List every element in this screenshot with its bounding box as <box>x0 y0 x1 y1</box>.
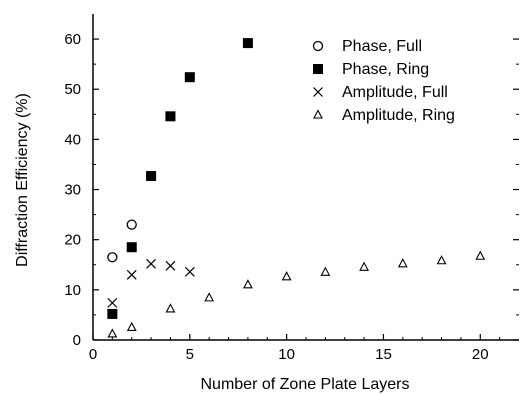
point-phase-full <box>126 219 137 230</box>
point-amplitude-ring <box>165 303 176 313</box>
y-tick-label: 0 <box>73 332 81 349</box>
y-tick-label: 30 <box>64 182 81 199</box>
point-amplitude-ring <box>359 261 370 271</box>
point-amplitude-ring <box>436 255 447 265</box>
y-axis-label: Diffraction Efficiency (%) <box>14 93 31 267</box>
legend-marker-phase-full <box>312 40 324 52</box>
point-phase-full <box>107 252 118 263</box>
x-tick-label: 10 <box>278 346 295 363</box>
x-marker-stroke <box>126 269 137 280</box>
y-tick-label: 60 <box>64 31 81 48</box>
y-tick-label: 10 <box>64 282 81 299</box>
x-marker-stroke <box>165 260 176 271</box>
legend-label-phase-ring: Phase, Ring <box>342 61 429 78</box>
point-phase-ring <box>126 242 137 253</box>
point-amplitude-ring <box>126 321 137 332</box>
point-phase-ring <box>242 38 253 49</box>
x-tick-label: 5 <box>186 346 194 363</box>
plot-axes <box>92 14 519 341</box>
x-tick-label: 0 <box>89 346 97 363</box>
legend: Phase, Full Phase, Ring Amplitude, Full Amp… <box>312 38 455 124</box>
point-amplitude-ring <box>281 271 292 281</box>
x-axis-label: Number of Zone Plate Layers <box>201 376 410 393</box>
legend-label-amplitude-full: Amplitude, Full <box>342 84 448 101</box>
x-marker-stroke <box>146 258 157 269</box>
point-amplitude-ring <box>242 279 253 289</box>
point-amplitude-ring <box>397 258 408 268</box>
y-tick-label: 40 <box>64 131 81 148</box>
y-tick-label: 50 <box>64 81 81 98</box>
point-amplitude-full <box>107 297 118 308</box>
legend-label-phase-full: Phase, Full <box>342 38 422 55</box>
x-tick-label: 20 <box>472 346 489 363</box>
legend-marker-amplitude-ring <box>313 109 323 119</box>
point-amplitude-ring <box>204 292 215 302</box>
legend-label-amplitude-ring: Amplitude, Ring <box>342 107 455 124</box>
legend-marker-amplitude-full <box>313 87 323 97</box>
x-marker-stroke <box>184 266 195 277</box>
point-amplitude-full <box>184 266 195 277</box>
x-marker-stroke <box>313 87 323 97</box>
axis-ticks: 0 5 10 15 20 0 10 20 30 40 50 60 <box>64 31 519 363</box>
y-tick-label: 20 <box>64 232 81 249</box>
point-amplitude-full <box>165 260 176 271</box>
point-amplitude-full <box>126 269 137 280</box>
point-phase-ring <box>165 111 176 122</box>
legend-marker-phase-ring <box>313 64 323 74</box>
point-amplitude-ring <box>320 266 331 276</box>
point-phase-ring <box>184 72 195 83</box>
point-phase-ring <box>107 308 118 319</box>
data-marks <box>107 38 486 338</box>
x-tick-label: 15 <box>375 346 392 363</box>
point-phase-ring <box>146 170 157 181</box>
point-amplitude-ring <box>475 250 486 260</box>
point-amplitude-ring <box>107 328 118 338</box>
point-amplitude-full <box>146 258 157 269</box>
x-marker-stroke <box>107 297 118 308</box>
